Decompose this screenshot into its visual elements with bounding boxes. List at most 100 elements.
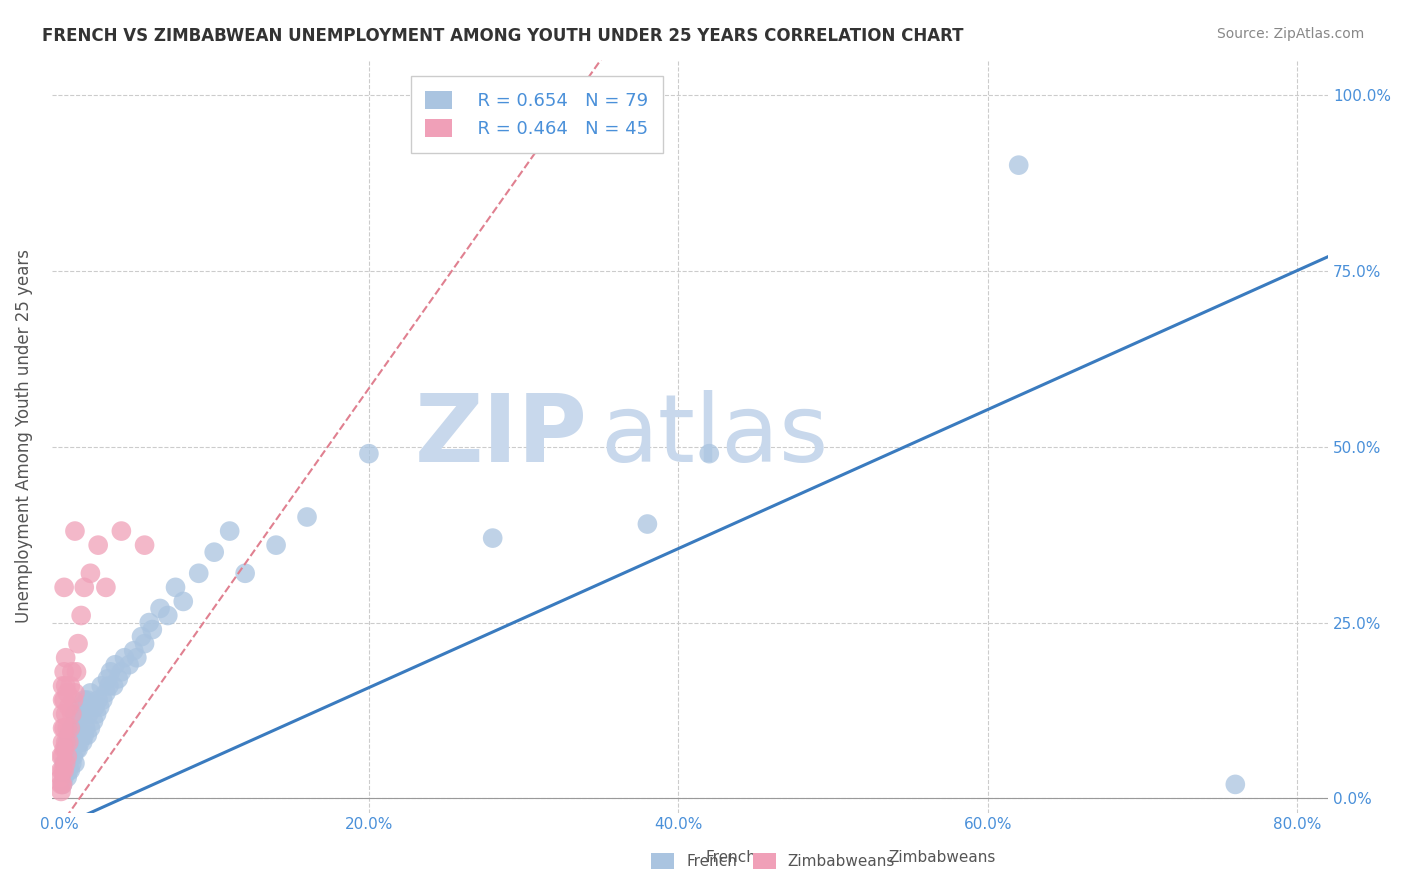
Point [52,693,75,707]
Point [114,650,136,665]
Point [59,721,82,735]
Text: atlas: atlas [600,390,830,482]
Point [52,706,75,721]
Point [165,580,187,594]
Text: French: French [706,850,756,865]
Point [83,714,105,728]
Point [55,706,77,721]
Point [98,679,121,693]
Point [59,679,82,693]
Point [96,672,118,686]
Point [87,693,110,707]
Legend: French, Zimbabweans: French, Zimbabweans [645,847,901,875]
Point [70,608,93,623]
Point [53,742,76,756]
Point [59,764,82,778]
Point [62,693,84,707]
Point [94,686,117,700]
Point [62,749,84,764]
Point [60,706,83,721]
Point [1225,777,1247,791]
Point [72,706,94,721]
Point [118,657,141,672]
Point [56,749,79,764]
Point [55,756,77,771]
Point [52,735,75,749]
Point [55,679,77,693]
Point [56,735,79,749]
Point [90,679,112,693]
Point [67,637,90,651]
Point [52,679,75,693]
Point [56,756,79,771]
Point [53,756,76,771]
Point [104,657,127,672]
Point [56,721,79,735]
Point [103,679,125,693]
Point [131,630,153,644]
Point [60,756,83,771]
Point [53,580,76,594]
Point [134,637,156,651]
Point [481,531,503,545]
Point [218,524,240,538]
Point [62,728,84,742]
Point [58,735,80,749]
Point [156,608,179,623]
Point [357,447,380,461]
Point [149,601,172,615]
Point [75,721,97,735]
Point [295,510,318,524]
Point [134,538,156,552]
Point [100,665,122,679]
Point [67,742,90,756]
Point [59,749,82,764]
Point [52,777,75,791]
Point [56,770,79,784]
Point [63,735,86,749]
Text: Zimbabweans: Zimbabweans [889,850,995,865]
Point [110,665,132,679]
Point [60,721,83,735]
Point [49,777,72,791]
Point [53,764,76,778]
Point [65,742,87,756]
Point [49,764,72,778]
Point [94,580,117,594]
Point [87,538,110,552]
Point [86,706,108,721]
Point [91,693,114,707]
Y-axis label: Unemployment Among Youth under 25 years: Unemployment Among Youth under 25 years [15,249,32,624]
Point [73,728,96,742]
Point [84,700,107,714]
Point [110,524,132,538]
Point [58,764,80,778]
Point [73,580,96,594]
Point [72,735,94,749]
Point [172,594,194,608]
Point [125,650,148,665]
Point [55,742,77,756]
Point [58,700,80,714]
Point [52,721,75,735]
Text: Source: ZipAtlas.com: Source: ZipAtlas.com [1216,27,1364,41]
Point [636,516,658,531]
Point [65,665,87,679]
Point [53,721,76,735]
Point [63,524,86,538]
Point [89,700,111,714]
Point [65,721,87,735]
Point [76,693,98,707]
Text: FRENCH VS ZIMBABWEAN UNEMPLOYMENT AMONG YOUTH UNDER 25 YEARS CORRELATION CHART: FRENCH VS ZIMBABWEAN UNEMPLOYMENT AMONG … [42,27,963,45]
Point [49,770,72,784]
Point [73,693,96,707]
Point [55,764,77,778]
Point [63,756,86,771]
Point [70,700,93,714]
Point [69,706,91,721]
Point [52,749,75,764]
Point [67,714,90,728]
Point [122,643,145,657]
Point [264,538,287,552]
Point [55,735,77,749]
